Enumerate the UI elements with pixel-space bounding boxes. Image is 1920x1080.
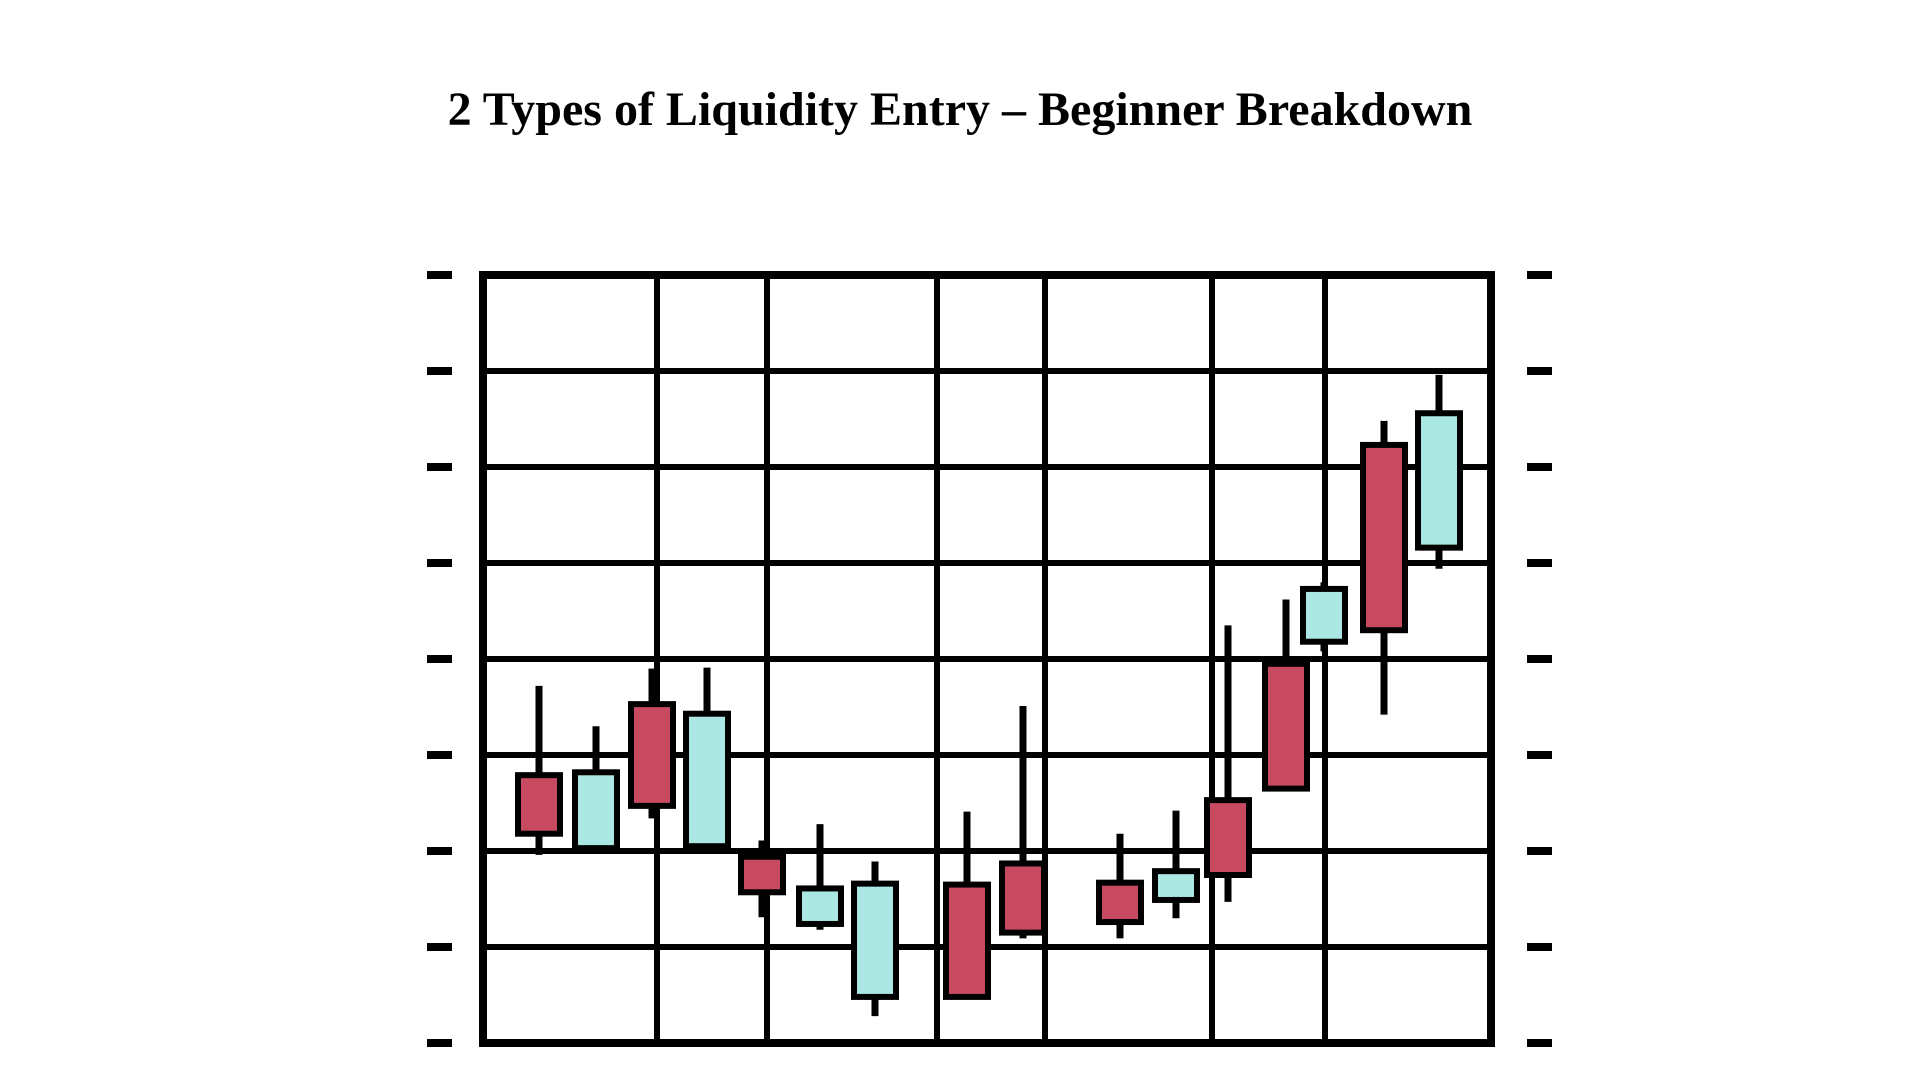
candle-5-body [738, 853, 786, 896]
candle-5-bearish [738, 840, 786, 918]
candle-10-bearish [1096, 833, 1144, 939]
candle-13-body [1262, 660, 1310, 792]
candle-8-body [943, 881, 991, 1000]
candle-3-bearish [628, 668, 676, 819]
candle-16-body [1415, 410, 1463, 551]
candle-15-bearish [1360, 420, 1408, 715]
candle-12-bearish [1204, 625, 1252, 902]
candle-15-body [1360, 441, 1408, 634]
plot-border [479, 271, 1495, 1047]
candle-6-body [796, 885, 844, 927]
candle-16-bullish [1415, 374, 1463, 569]
candle-1-bearish [515, 685, 563, 855]
candle-12-body [1204, 797, 1252, 878]
candle-2-bullish [572, 726, 620, 852]
candle-13-bearish [1262, 599, 1310, 792]
candle-7-body [851, 880, 899, 1000]
candle-2-body [572, 769, 620, 852]
candle-7-bullish [851, 861, 899, 1017]
candle-8-bearish [943, 811, 991, 1000]
candle-9-body [999, 860, 1047, 936]
candle-4-body [683, 710, 731, 850]
candle-14-body [1300, 585, 1348, 645]
candle-11-bullish [1152, 810, 1200, 919]
candle-6-bullish [796, 824, 844, 930]
candle-3-body [628, 701, 676, 809]
candle-4-bullish [683, 667, 731, 850]
candle-11-body [1152, 868, 1200, 903]
candle-9-bearish [999, 706, 1047, 939]
candle-14-bullish [1300, 582, 1348, 652]
candle-1-body [515, 772, 563, 837]
chart-title: 2 Types of Liquidity Entry – Beginner Br… [447, 83, 1473, 136]
candle-10-body [1096, 879, 1144, 926]
